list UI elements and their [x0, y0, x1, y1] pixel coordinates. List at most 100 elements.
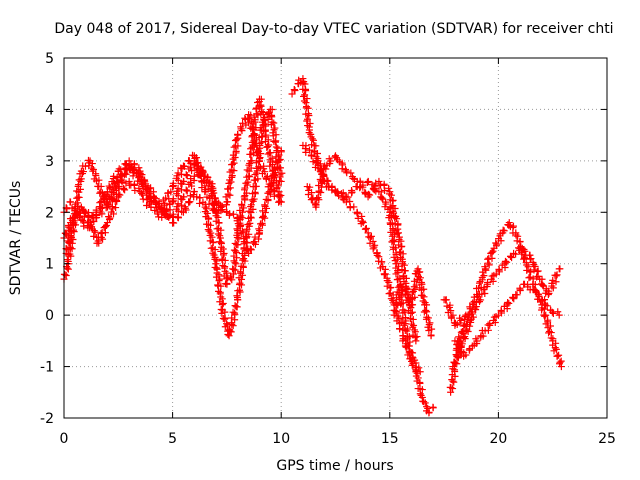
data-point — [178, 170, 186, 178]
data-point — [237, 230, 245, 238]
data-point — [233, 136, 241, 144]
data-point — [254, 175, 262, 183]
data-point — [500, 227, 508, 235]
data-point — [409, 301, 417, 309]
data-point — [165, 213, 173, 221]
data-point — [245, 161, 253, 169]
data-point — [553, 271, 561, 279]
data-point — [221, 267, 229, 275]
data-point — [221, 256, 229, 264]
data-point — [416, 368, 424, 376]
data-point — [529, 286, 537, 294]
data-point — [218, 202, 226, 210]
data-point — [442, 296, 450, 304]
data-point — [167, 188, 175, 196]
data-point — [188, 182, 196, 190]
data-point — [210, 204, 218, 212]
data-point — [110, 179, 118, 187]
data-point — [236, 279, 244, 287]
data-point — [240, 240, 248, 248]
data-point — [252, 182, 260, 190]
data-point — [546, 322, 554, 330]
data-point — [242, 233, 250, 241]
data-point — [262, 195, 270, 203]
data-point — [174, 200, 182, 208]
data-point — [513, 291, 521, 299]
data-point — [183, 187, 191, 195]
data-point — [510, 295, 518, 303]
data-point — [243, 239, 251, 247]
data-point — [65, 238, 73, 246]
data-point — [338, 165, 346, 173]
data-point — [310, 136, 318, 144]
plot-frame — [63, 57, 608, 419]
data-point — [218, 255, 226, 263]
data-point — [530, 266, 538, 274]
data-point — [389, 236, 397, 244]
data-point — [190, 172, 198, 180]
data-point — [247, 117, 255, 125]
data-point — [348, 188, 356, 196]
data-point — [221, 323, 229, 331]
data-point — [257, 110, 265, 118]
data-point — [229, 308, 237, 316]
data-point — [214, 230, 222, 238]
data-point — [139, 191, 147, 199]
data-point — [211, 246, 219, 254]
data-point — [231, 302, 239, 310]
data-point — [88, 164, 96, 172]
data-point — [238, 227, 246, 235]
data-point — [236, 215, 244, 223]
data-point — [484, 255, 492, 263]
data-point — [449, 363, 457, 371]
data-point — [395, 289, 403, 297]
data-point — [209, 249, 217, 257]
data-point — [204, 214, 212, 222]
data-point — [108, 203, 116, 211]
data-point — [481, 263, 489, 271]
data-point — [181, 162, 189, 170]
data-point — [229, 265, 237, 273]
data-point — [271, 124, 279, 132]
data-point — [233, 217, 241, 225]
data-point — [274, 153, 282, 161]
data-point — [274, 192, 282, 200]
data-point — [180, 177, 188, 185]
data-point — [92, 170, 100, 178]
data-point — [178, 201, 186, 209]
data-point — [469, 313, 477, 321]
data-point — [422, 307, 430, 315]
data-point — [262, 122, 270, 130]
data-point — [396, 325, 404, 333]
data-point — [200, 177, 208, 185]
x-axis-label: GPS time / hours — [276, 458, 393, 474]
data-point — [101, 223, 109, 231]
data-point — [497, 237, 505, 245]
data-point — [447, 307, 455, 315]
data-point — [416, 378, 424, 386]
data-point — [312, 201, 320, 209]
data-point — [111, 197, 119, 205]
data-point — [404, 351, 412, 359]
data-point — [205, 200, 213, 208]
data-point — [97, 204, 105, 212]
data-point — [80, 207, 88, 215]
data-point — [417, 278, 425, 286]
data-point — [252, 135, 260, 143]
data-point — [317, 183, 325, 191]
data-point — [492, 239, 500, 247]
data-point — [313, 194, 321, 202]
data-point — [367, 232, 375, 240]
data-point — [165, 195, 173, 203]
series-track-l — [440, 296, 470, 329]
data-point — [259, 212, 267, 220]
data-point — [423, 301, 431, 309]
y-tick-label: 2 — [45, 205, 54, 221]
data-point — [264, 143, 272, 151]
data-point — [261, 202, 269, 210]
x-tick-label: 10 — [272, 431, 290, 447]
data-point — [385, 190, 393, 198]
data-point — [508, 254, 516, 262]
data-point — [170, 219, 178, 227]
data-point — [378, 194, 386, 202]
